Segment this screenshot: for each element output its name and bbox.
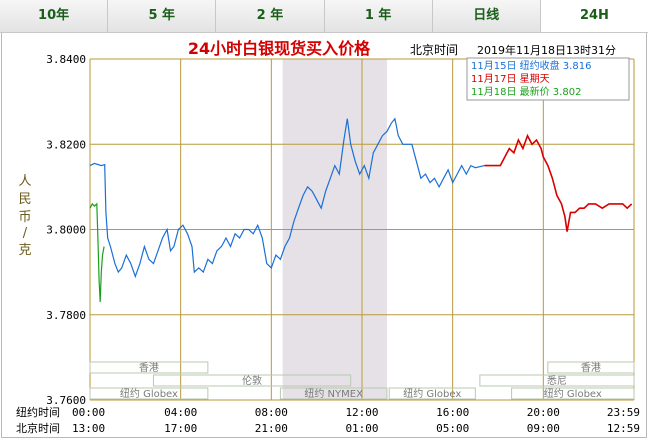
session-label-6: 纽约 Globex <box>403 387 461 400</box>
y-axis-label: 人 民 币 / 克 <box>18 174 31 258</box>
x-tick-label-r1-2: 21:00 <box>255 422 288 435</box>
y-tick-label-0: 3.8400 <box>46 53 86 66</box>
x-tick-label-r1-1: 17:00 <box>164 422 197 435</box>
y-tick-label-4: 3.7600 <box>46 394 86 407</box>
session-bar-1 <box>547 361 635 374</box>
series-line-0 <box>89 117 485 279</box>
x-tick-label-r1-6: 12:59 <box>607 422 640 435</box>
tab-24h[interactable]: 24H <box>540 0 648 32</box>
x-tick-label-r0-0: 00:00 <box>72 406 105 419</box>
legend-entry-nov18: 11月18日 最新价 3.802 <box>471 85 581 98</box>
legend-entry-nov15: 11月15日 纽约收盘 3.816 <box>471 59 591 72</box>
x-row-label-new-york: 纽约时间 <box>16 405 60 419</box>
x-tick-label-r0-1: 04:00 <box>164 406 197 419</box>
timestamp: 2019年11月18日13时31分 <box>477 43 616 57</box>
session-label-5: 纽约 NYMEX <box>304 387 363 400</box>
session-bar-2 <box>152 374 352 387</box>
time-caption: 北京时间 <box>410 43 458 57</box>
tab-daily[interactable]: 日线 <box>432 0 541 32</box>
y-tick-label-3: 3.7800 <box>46 309 86 322</box>
session-label-4: 纽约 Globex <box>120 387 178 400</box>
chart-title: 24小时白银现货买入价格 <box>188 39 371 58</box>
session-label-3: 悉尼 <box>547 375 567 387</box>
session-bar-3 <box>479 374 635 387</box>
chart-frame <box>1 33 647 438</box>
y-label-char-5: 克 <box>18 243 31 258</box>
y-tick-label-1: 3.8200 <box>46 138 86 151</box>
price-series <box>89 65 633 303</box>
y-label-char-1: 人 <box>18 174 31 189</box>
y-label-char-2: 民 <box>18 192 31 207</box>
x-tick-label-r0-6: 23:59 <box>607 406 640 419</box>
x-tick-label-r1-5: 09:00 <box>527 422 560 435</box>
series-line-2 <box>89 202 105 303</box>
session-bar-6 <box>388 387 476 400</box>
session-label-7: 纽约 Globex <box>544 387 602 400</box>
session-label-1: 香港 <box>581 362 601 374</box>
session-bar-4 <box>89 387 209 400</box>
x-row-label-beijing: 北京时间 <box>16 421 60 435</box>
legend-entry-nov17: 11月17日 星期天 <box>471 73 550 85</box>
tab-2-years[interactable]: 2 年 <box>216 0 325 32</box>
tab-10-years[interactable]: 10年 <box>0 0 109 32</box>
y-label-char-4: / <box>23 226 28 241</box>
legend: 11月15日 纽约收盘 3.816 11月17日 星期天 11月18日 最新价 … <box>466 57 630 101</box>
session-label-2: 伦敦 <box>242 374 262 387</box>
series-line-1 <box>484 133 633 232</box>
x-tick-label-r0-4: 16:00 <box>436 406 469 419</box>
session-bar-5 <box>279 387 388 400</box>
session-label-0: 香港 <box>139 362 159 374</box>
session-bar-0 <box>89 361 209 374</box>
legend-box <box>466 57 630 101</box>
tab-1-year[interactable]: 1 年 <box>324 0 433 32</box>
x-tick-label-r1-3: 01:00 <box>345 422 378 435</box>
session-bar-7 <box>511 387 635 400</box>
x-tick-label-r0-2: 08:00 <box>255 406 288 419</box>
tab-5-years[interactable]: 5 年 <box>108 0 217 32</box>
y-tick-label-2: 3.8000 <box>46 224 86 237</box>
grid-lines <box>89 58 635 401</box>
x-tick-label-r1-0: 13:00 <box>72 422 105 435</box>
period-tabs: 10年 5 年 2 年 1 年 日线 24H <box>0 0 648 33</box>
x-tick-label-r0-3: 12:00 <box>345 406 378 419</box>
x-tick-label-r1-4: 05:00 <box>436 422 469 435</box>
y-label-char-3: 币 <box>18 210 31 225</box>
x-tick-label-r0-5: 20:00 <box>527 406 560 419</box>
